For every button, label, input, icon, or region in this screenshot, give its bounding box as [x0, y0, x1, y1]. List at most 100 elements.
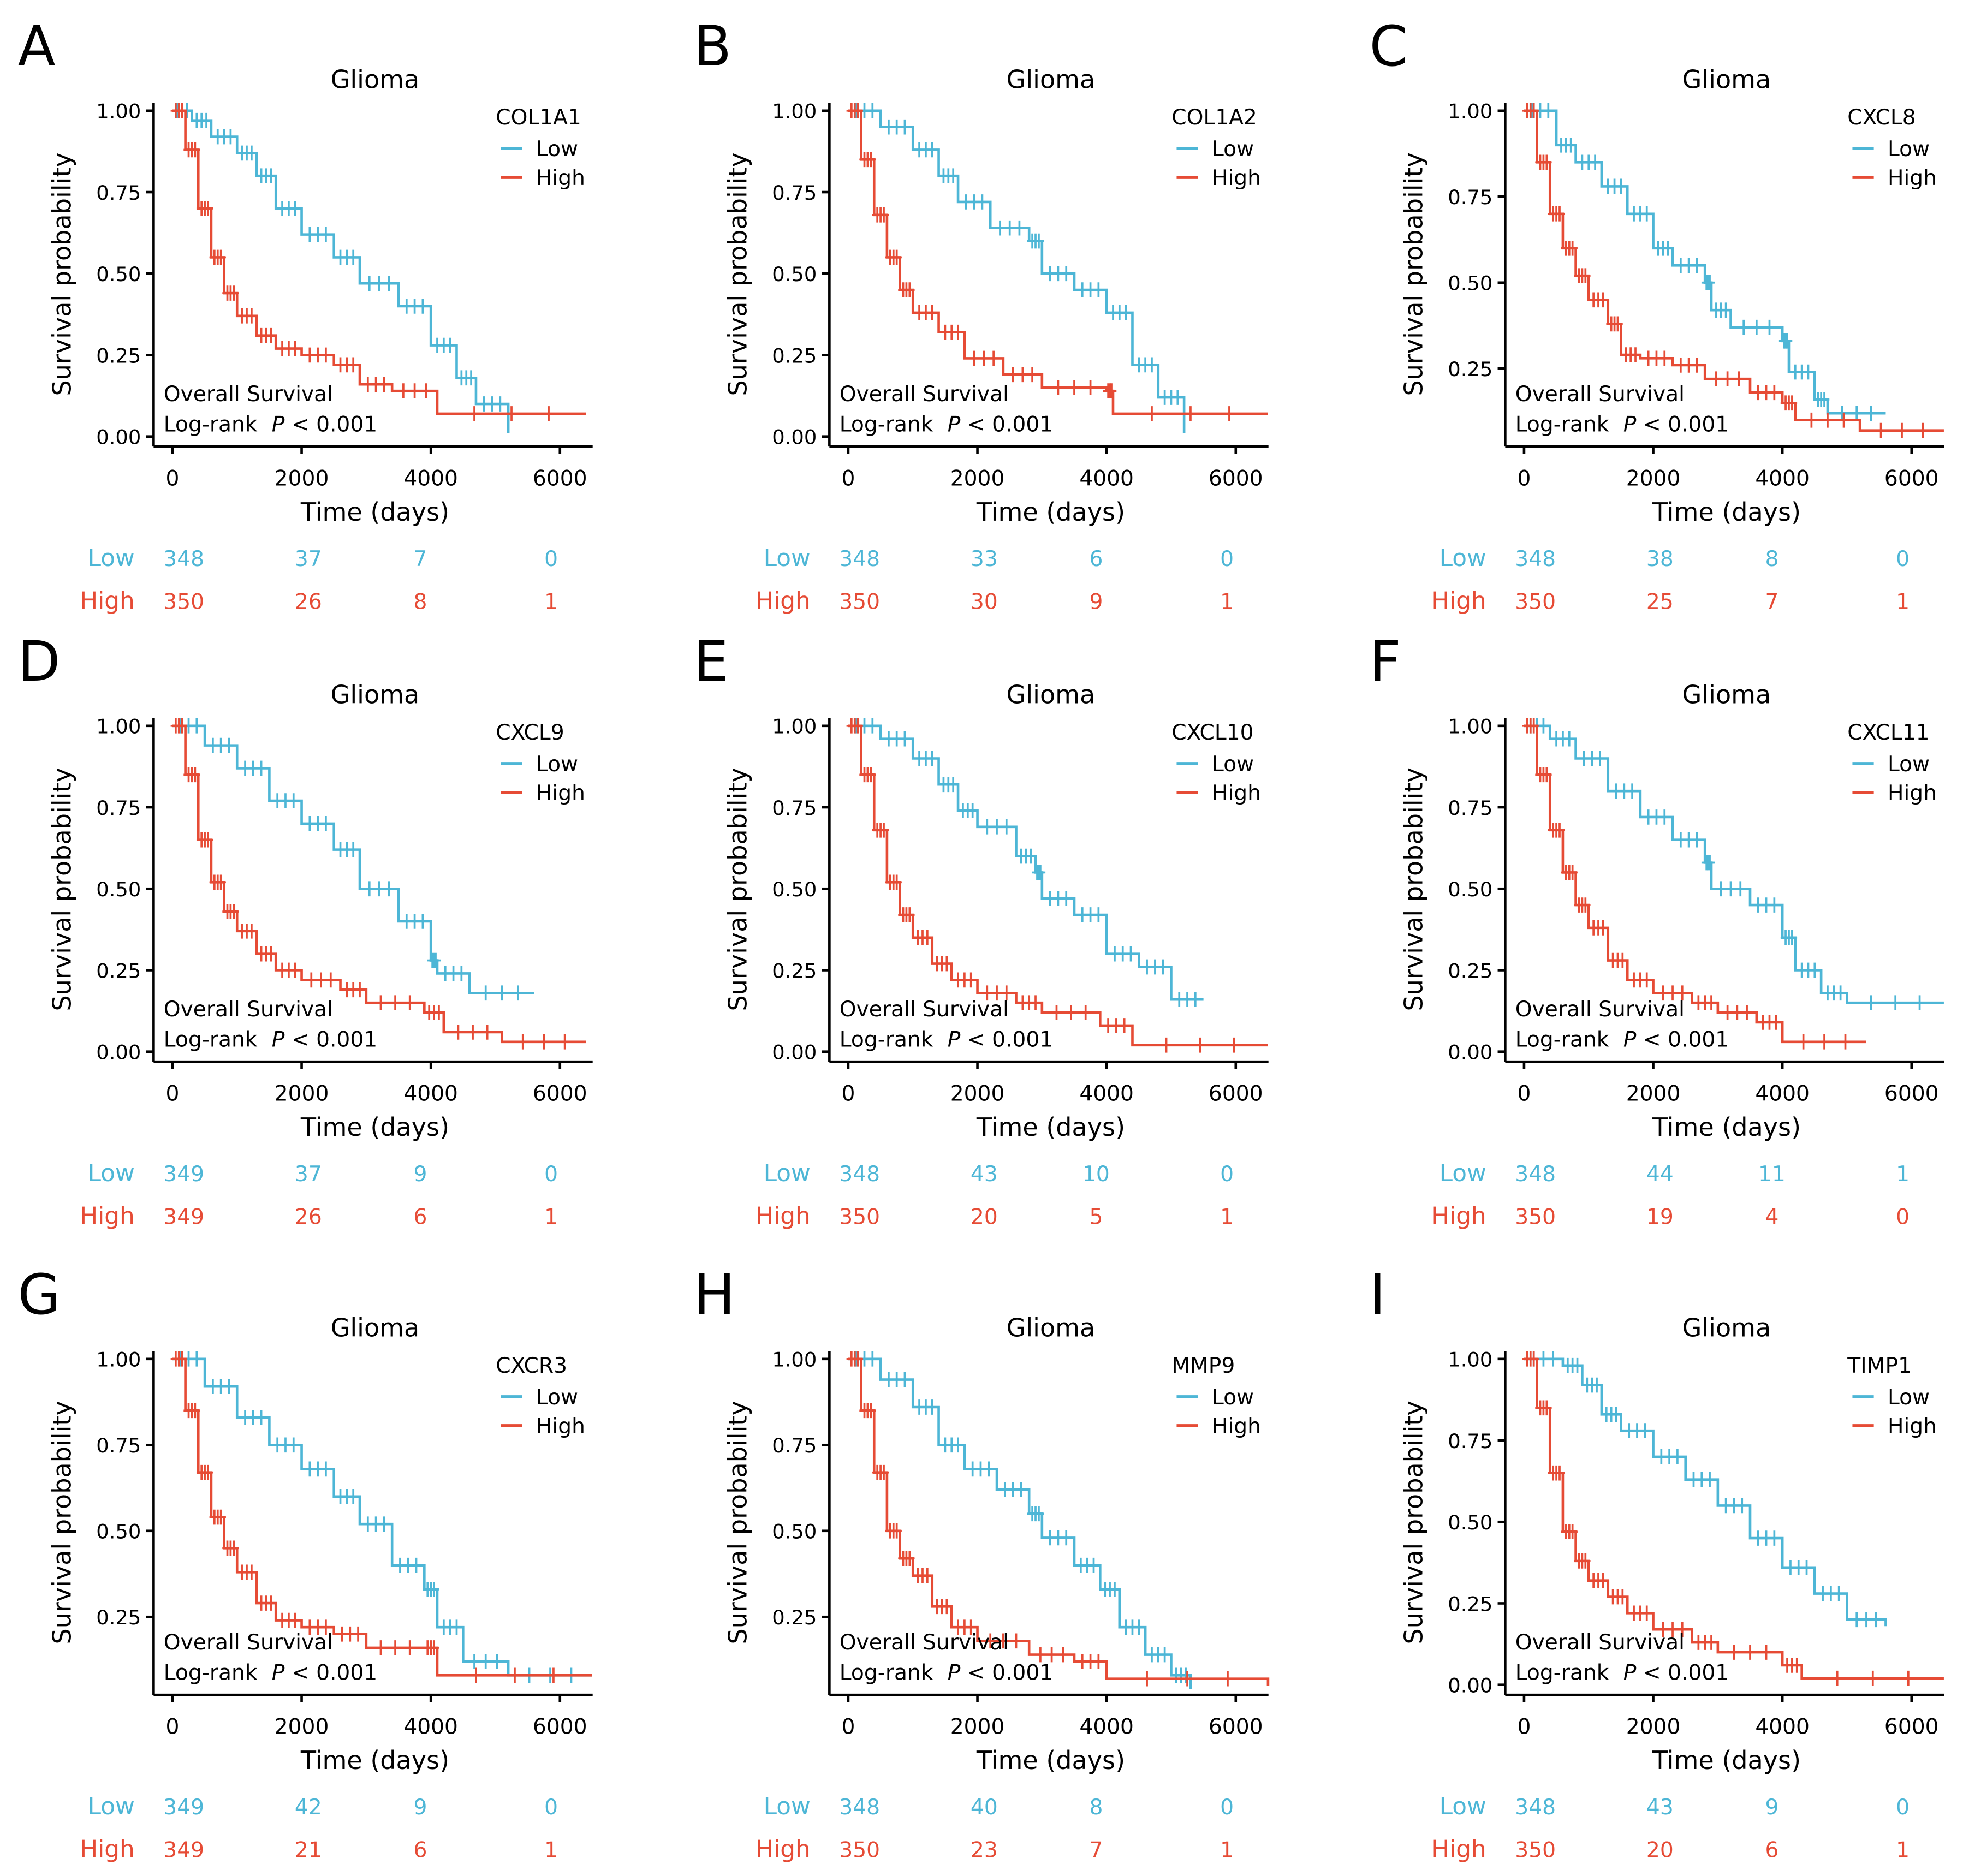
censor-mark — [1229, 1038, 1239, 1053]
censor-mark — [1792, 1657, 1802, 1673]
censor-mark — [266, 1595, 276, 1611]
x-tick-label: 0 — [165, 467, 179, 491]
risk-count-low: 0 — [544, 1795, 558, 1820]
censor-mark — [966, 1619, 976, 1635]
censor-mark — [411, 1557, 421, 1573]
censor-mark — [1598, 920, 1608, 936]
legend-title: CXCR3 — [496, 1354, 567, 1378]
y-tick-label: 1.00 — [772, 715, 817, 739]
legend-title: CXCL9 — [496, 720, 564, 745]
censor-mark — [1180, 1667, 1191, 1683]
censor-mark — [379, 1516, 389, 1532]
censor-mark — [1158, 959, 1168, 975]
censor-mark — [1030, 995, 1041, 1011]
censor-mark — [430, 952, 441, 968]
censor-mark — [216, 874, 226, 890]
censor-mark — [453, 1025, 463, 1040]
x-tick-label: 4000 — [1755, 467, 1810, 491]
chart-title: Glioma — [1006, 680, 1095, 709]
censor-mark — [1691, 832, 1702, 848]
censor-mark — [1875, 422, 1886, 438]
censor-mark — [1119, 1018, 1129, 1033]
logrank-label: Log-rank — [1515, 1028, 1615, 1052]
censor-mark — [1088, 1557, 1099, 1573]
x-tick-label: 6000 — [1884, 1082, 1938, 1106]
x-axis-label: Time (days) — [1651, 1746, 1800, 1775]
y-tick-label: 0.00 — [96, 1041, 141, 1064]
censor-mark — [1146, 406, 1157, 421]
risk-count-high: 1 — [544, 589, 558, 614]
risk-count-low: 349 — [163, 1162, 204, 1187]
logrank-label: Log-rank — [164, 1028, 264, 1052]
y-tick-label: 0.00 — [1448, 1673, 1492, 1697]
censor-mark — [995, 220, 1005, 236]
censor-mark — [374, 881, 384, 897]
annotation-overall-survival: Overall Survival — [164, 1630, 333, 1655]
y-tick-label: 0.75 — [772, 181, 817, 205]
risk-count-low: 9 — [413, 1162, 427, 1187]
censor-mark — [467, 1025, 478, 1040]
censor-mark — [904, 282, 915, 297]
y-tick-label: 0.75 — [772, 796, 817, 820]
censor-mark — [1595, 751, 1605, 766]
censor-mark — [991, 819, 1002, 835]
annotation-logrank: Log-rank P < 0.001 — [840, 1660, 1053, 1685]
logrank-label: Log-rank — [1515, 412, 1615, 437]
censor-mark — [1725, 881, 1736, 897]
censor-mark — [1061, 891, 1072, 907]
censor-mark — [506, 406, 517, 421]
censor-mark — [1080, 1005, 1091, 1021]
risk-count-high: 7 — [1765, 589, 1778, 614]
x-tick-label: 2000 — [275, 1714, 329, 1739]
legend-label-high: High — [1212, 1414, 1261, 1438]
risk-count-high: 6 — [413, 1205, 427, 1230]
censor-mark — [1914, 995, 1925, 1011]
censor-mark — [1659, 809, 1670, 825]
censor-mark — [256, 760, 266, 776]
risk-count-low: 33 — [971, 547, 998, 571]
risk-row-label-high: High — [1431, 587, 1486, 615]
x-tick-label: 6000 — [1884, 1714, 1938, 1739]
censor-mark — [982, 819, 992, 835]
risk-count-high: 350 — [1515, 1838, 1556, 1862]
x-tick-label: 2000 — [275, 1082, 329, 1106]
risk-row-label-low: Low — [1439, 544, 1486, 572]
censor-mark — [1528, 1351, 1539, 1367]
risk-count-high: 20 — [971, 1205, 998, 1230]
censor-mark — [1866, 406, 1876, 421]
censor-mark — [1832, 1670, 1842, 1686]
y-tick-label: 0.00 — [1448, 1041, 1492, 1064]
censor-mark — [1706, 1634, 1716, 1650]
censor-mark — [320, 816, 331, 831]
risk-count-low: 42 — [295, 1795, 322, 1820]
censor-mark — [513, 985, 524, 1001]
censor-mark — [1769, 897, 1780, 913]
censor-mark — [865, 1403, 876, 1418]
censor-mark — [1770, 1015, 1781, 1030]
censor-mark — [1711, 371, 1721, 386]
censor-mark — [548, 1667, 559, 1683]
legend-label-low: Low — [536, 752, 578, 777]
p-value: < 0.001 — [284, 1028, 377, 1052]
censor-mark — [1627, 783, 1637, 799]
censor-mark — [1566, 137, 1576, 153]
x-tick-label: 4000 — [1079, 467, 1134, 491]
censor-mark — [1787, 395, 1797, 411]
risk-count-low: 348 — [163, 547, 204, 571]
x-tick-label: 2000 — [1626, 467, 1680, 491]
censor-mark — [543, 406, 554, 421]
risk-count-high: 7 — [1089, 1838, 1103, 1862]
censor-mark — [853, 103, 863, 118]
censor-mark — [1917, 422, 1928, 438]
x-tick-label: 4000 — [403, 1714, 458, 1739]
y-tick-label: 0.75 — [96, 181, 141, 205]
censor-mark — [927, 305, 937, 320]
annotation-overall-survival: Overall Survival — [164, 997, 333, 1022]
censor-mark — [1840, 1034, 1851, 1050]
risk-row-label-high: High — [1431, 1835, 1486, 1863]
censor-mark — [1172, 390, 1183, 405]
chart-title: Glioma — [1006, 1313, 1095, 1342]
chart-title: Glioma — [331, 1313, 420, 1342]
risk-count-low: 348 — [839, 1162, 880, 1187]
censor-mark — [1567, 1523, 1578, 1539]
